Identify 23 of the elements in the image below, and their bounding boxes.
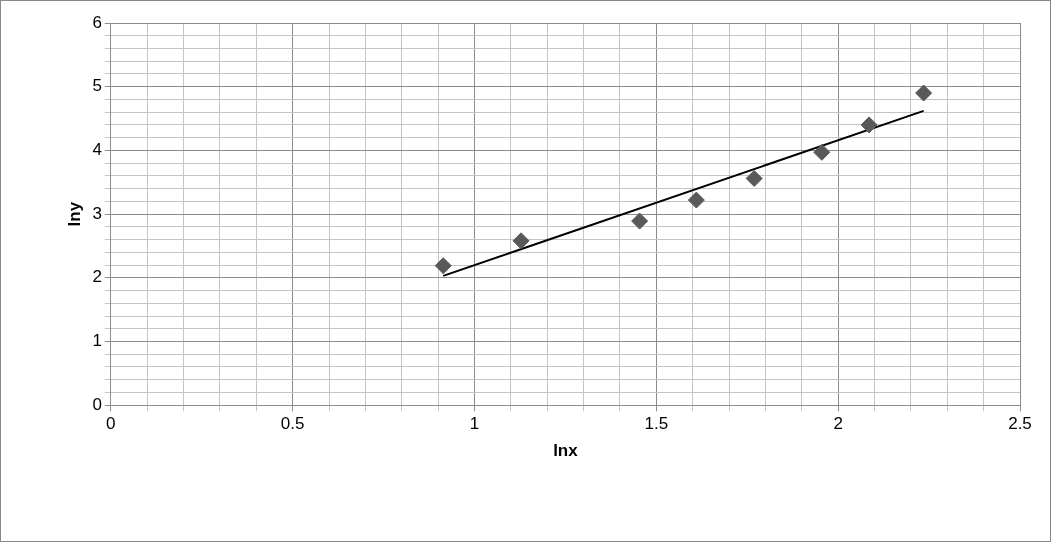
- y-tick-label: 1: [92, 331, 102, 351]
- x-tick-label: 2: [833, 414, 843, 434]
- point: [915, 84, 933, 102]
- point: [745, 169, 763, 187]
- y-tick-label: 0: [92, 394, 102, 414]
- x-tick-label: 2.5: [1008, 414, 1032, 434]
- point: [813, 143, 831, 161]
- point: [631, 212, 649, 230]
- y-tick-label: 4: [92, 140, 102, 160]
- point: [860, 116, 878, 134]
- x-tick-label: 1: [469, 414, 480, 434]
- x-tick-label: 0.5: [280, 414, 305, 434]
- x-tick-label: 0: [106, 414, 116, 434]
- y-axis-title: lny: [64, 201, 84, 227]
- y-tick-label: 6: [92, 12, 102, 32]
- point: [687, 191, 705, 209]
- x-tick-label: 1.5: [644, 414, 669, 434]
- y-tick-label: 2: [92, 267, 102, 287]
- point: [434, 257, 452, 275]
- y-tick-label: 5: [92, 76, 102, 96]
- y-tick-label: 3: [92, 203, 102, 223]
- point: [512, 232, 530, 250]
- x-axis-title: lnx: [553, 441, 579, 461]
